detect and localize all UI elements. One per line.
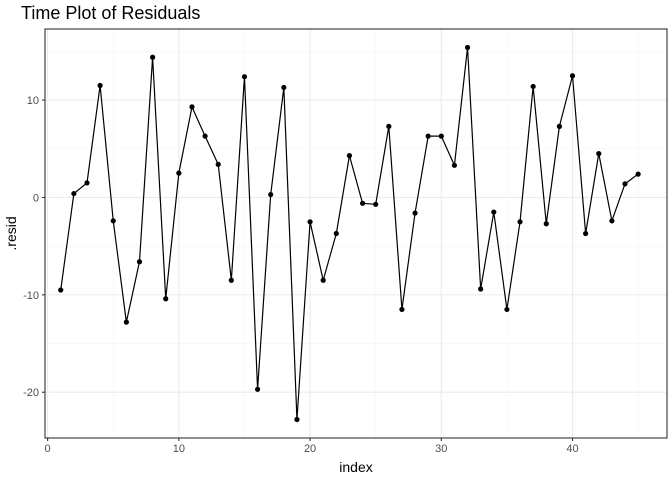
chart-title: Time Plot of Residuals (21, 3, 201, 23)
data-point (583, 230, 589, 237)
data-point (569, 73, 576, 79)
data-point (412, 210, 418, 216)
data-point (556, 123, 563, 129)
x-tick-label: 40 (566, 443, 578, 455)
x-axis-title: index (339, 459, 372, 475)
data-point (150, 54, 156, 60)
data-point (215, 161, 221, 167)
y-tick-label: 10 (27, 95, 39, 107)
residual-series (58, 44, 641, 423)
x-tick-label: 30 (435, 443, 447, 455)
x-tick-label: 10 (173, 443, 185, 455)
minor-gridlines (45, 29, 667, 438)
data-point (359, 200, 366, 206)
data-point (373, 201, 379, 207)
data-point (491, 209, 497, 215)
data-point (464, 44, 471, 51)
data-point (596, 151, 602, 157)
data-point (320, 277, 326, 283)
panel-border (44, 28, 668, 439)
data-point (307, 219, 313, 225)
major-gridlines (45, 29, 667, 438)
data-point (517, 219, 523, 225)
x-tick-label: 20 (304, 443, 316, 455)
data-point (241, 74, 248, 80)
data-point (386, 123, 392, 129)
data-point (425, 133, 431, 139)
x-tick-label: 0 (45, 443, 51, 455)
y-axis-title: .resid (3, 216, 19, 250)
data-point (543, 221, 549, 227)
data-point (478, 286, 484, 292)
data-point (228, 277, 234, 283)
data-point (254, 386, 261, 392)
axis-ticks (42, 99, 574, 441)
data-point (84, 180, 90, 186)
data-point (346, 153, 353, 159)
data-point (333, 230, 339, 237)
data-point (163, 296, 169, 302)
data-point (530, 83, 536, 90)
data-point (609, 218, 615, 224)
data-point (176, 170, 182, 176)
data-point (438, 133, 444, 139)
data-point (58, 287, 64, 293)
data-point (71, 190, 77, 197)
data-point (504, 306, 510, 313)
tick-labels: 0 10 20 30 40 -20 -10 0 10 (23, 95, 579, 455)
y-tick-label: -10 (23, 290, 39, 302)
data-point (123, 319, 129, 325)
data-point (189, 104, 195, 110)
data-point (110, 218, 116, 224)
series-line (60, 46, 639, 421)
data-point (399, 306, 405, 313)
data-point (294, 416, 300, 423)
data-point (202, 133, 208, 139)
data-point (97, 82, 103, 89)
data-point (268, 191, 274, 198)
data-point (635, 171, 641, 177)
data-point (136, 259, 143, 265)
data-point (451, 162, 458, 168)
y-tick-label: -20 (23, 387, 39, 399)
data-point (622, 181, 628, 187)
y-tick-label: 0 (33, 192, 39, 204)
data-point (281, 84, 287, 91)
